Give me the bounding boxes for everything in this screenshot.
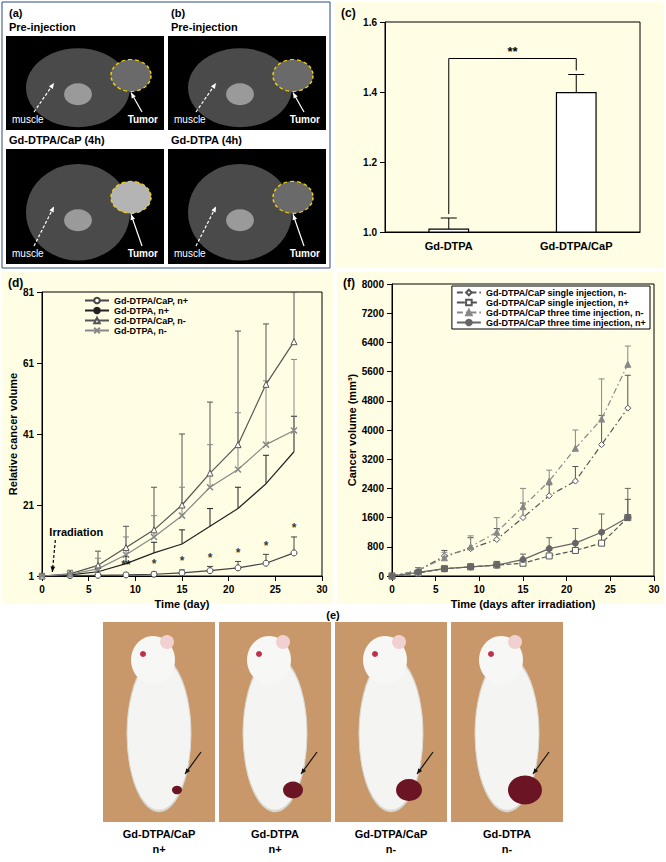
svg-text:20: 20: [223, 584, 235, 595]
svg-text:(c): (c): [341, 6, 356, 20]
svg-text:10: 10: [474, 584, 486, 595]
svg-text:3200: 3200: [362, 454, 385, 465]
svg-text:1.2: 1.2: [363, 157, 377, 168]
svg-text:(e): (e): [326, 609, 340, 621]
svg-text:(f): (f): [343, 276, 355, 290]
svg-text:*: *: [208, 551, 213, 565]
svg-text:Tumor: Tumor: [290, 114, 320, 125]
svg-text:Gd-DTPA, n-: Gd-DTPA, n-: [114, 326, 167, 336]
svg-text:Tumor: Tumor: [128, 248, 158, 259]
svg-text:Tumor: Tumor: [128, 114, 158, 125]
svg-text:*: *: [236, 546, 241, 560]
svg-text:Gd-DTPA/CaP (4h): Gd-DTPA/CaP (4h): [9, 134, 105, 146]
svg-text:0: 0: [389, 584, 395, 595]
svg-text:*: *: [264, 539, 269, 553]
svg-text:muscle: muscle: [174, 248, 206, 259]
svg-text:10: 10: [130, 584, 142, 595]
svg-text:0: 0: [378, 571, 384, 582]
svg-text:Tumor: Tumor: [290, 248, 320, 259]
svg-text:Gd-DTPA (4h): Gd-DTPA (4h): [171, 134, 242, 146]
svg-text:muscle: muscle: [174, 114, 206, 125]
svg-text:Pre-injection: Pre-injection: [171, 21, 238, 33]
svg-text:Time (days after irradiation): Time (days after irradiation): [451, 598, 596, 610]
svg-text:Gd-DTPA/CaP single injection,: Gd-DTPA/CaP single injection, n+: [486, 298, 629, 308]
svg-text:61: 61: [23, 358, 35, 369]
svg-text:Gd-DTPA/CaP single injection,: Gd-DTPA/CaP single injection, n-: [486, 288, 627, 298]
svg-text:8000: 8000: [362, 279, 385, 290]
svg-text:Gd-DTPA/CaP, n+: Gd-DTPA/CaP, n+: [114, 296, 188, 306]
svg-text:21: 21: [23, 500, 35, 511]
svg-text:Gd-DTPA/CaP: Gd-DTPA/CaP: [540, 240, 613, 252]
svg-text:Gd-DTPA/CaP: Gd-DTPA/CaP: [355, 828, 428, 840]
svg-text:Pre-injection: Pre-injection: [9, 21, 76, 33]
svg-text:**: **: [507, 44, 518, 59]
svg-text:*: *: [180, 554, 185, 568]
svg-text:1600: 1600: [362, 512, 385, 523]
svg-text:Gd-DTPA: Gd-DTPA: [425, 240, 473, 252]
svg-text:Gd-DTPA, n+: Gd-DTPA, n+: [114, 306, 169, 316]
svg-text:20: 20: [561, 584, 573, 595]
svg-text:n-: n-: [502, 843, 513, 855]
svg-text:**: **: [121, 558, 131, 572]
svg-text:(a): (a): [9, 7, 23, 19]
svg-text:81: 81: [23, 287, 35, 298]
svg-text:n+: n+: [152, 843, 165, 855]
svg-text:(b): (b): [171, 7, 185, 19]
svg-text:Irradiation: Irradiation: [49, 526, 103, 538]
svg-text:Gd-DTPA/CaP: Gd-DTPA/CaP: [123, 828, 196, 840]
svg-text:1.4: 1.4: [363, 87, 377, 98]
svg-text:*: *: [152, 557, 157, 571]
svg-text:Relative cancer volume: Relative cancer volume: [7, 373, 19, 495]
svg-text:Cancer volume (mm³): Cancer volume (mm³): [346, 373, 358, 486]
svg-text:Gd-DTPA/CaP, n-: Gd-DTPA/CaP, n-: [114, 316, 186, 326]
svg-text:n+: n+: [268, 843, 281, 855]
svg-text:1.6: 1.6: [363, 17, 377, 28]
svg-text:30: 30: [316, 584, 328, 595]
svg-text:Gd-DTPA: Gd-DTPA: [251, 828, 299, 840]
svg-text:7200: 7200: [362, 308, 385, 319]
svg-text:5600: 5600: [362, 366, 385, 377]
svg-text:4000: 4000: [362, 425, 385, 436]
svg-text:muscle: muscle: [12, 114, 44, 125]
svg-text:800: 800: [367, 541, 384, 552]
svg-text:(d): (d): [8, 276, 23, 290]
svg-text:15: 15: [517, 584, 529, 595]
svg-text:n-: n-: [386, 843, 397, 855]
svg-text:41: 41: [23, 429, 35, 440]
svg-text:15: 15: [176, 584, 188, 595]
svg-text:25: 25: [605, 584, 617, 595]
svg-text:5: 5: [433, 584, 439, 595]
svg-text:0: 0: [39, 584, 45, 595]
svg-text:2400: 2400: [362, 483, 385, 494]
svg-text:Time (day): Time (day): [155, 598, 210, 610]
svg-text:muscle: muscle: [12, 248, 44, 259]
svg-text:6400: 6400: [362, 337, 385, 348]
svg-text:*: *: [292, 521, 297, 535]
svg-text:5: 5: [86, 584, 92, 595]
svg-text:4800: 4800: [362, 395, 385, 406]
svg-text:1.0: 1.0: [363, 227, 377, 238]
svg-text:Gd-DTPA/CaP three time injecti: Gd-DTPA/CaP three time injection, n-: [486, 308, 644, 318]
svg-text:1: 1: [28, 571, 34, 582]
svg-text:25: 25: [270, 584, 282, 595]
svg-text:Gd-DTPA/CaP three time injecti: Gd-DTPA/CaP three time injection, n+: [486, 318, 646, 328]
svg-text:Gd-DTPA: Gd-DTPA: [483, 828, 531, 840]
svg-text:30: 30: [648, 584, 660, 595]
